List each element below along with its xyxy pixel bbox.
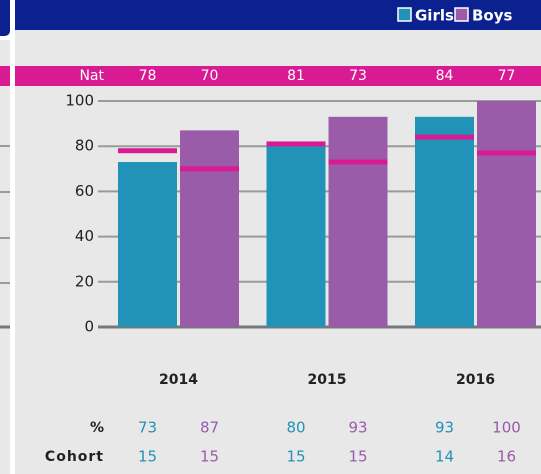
national-marker bbox=[266, 141, 326, 147]
cohort-value: 15 bbox=[286, 448, 305, 466]
national-value: 81 bbox=[287, 68, 305, 84]
cohort-label: Cohort bbox=[45, 449, 104, 465]
y-tick-label: 80 bbox=[75, 137, 94, 155]
percent-label: % bbox=[90, 420, 104, 436]
bar bbox=[477, 101, 536, 327]
national-marker bbox=[415, 134, 474, 140]
percent-value: 73 bbox=[138, 419, 157, 437]
y-tick-label: 100 bbox=[65, 92, 94, 110]
x-tick-label: 2015 bbox=[308, 372, 347, 388]
y-tick-label: 0 bbox=[84, 318, 94, 336]
y-tick-label: 40 bbox=[75, 227, 94, 245]
bar bbox=[266, 146, 326, 327]
percent-value: 100 bbox=[492, 419, 521, 437]
national-value: 70 bbox=[201, 68, 219, 84]
cohort-value: 14 bbox=[435, 448, 454, 466]
percent-value: 93 bbox=[348, 419, 367, 437]
x-tick-label: 2016 bbox=[456, 372, 495, 388]
national-value: 84 bbox=[436, 68, 454, 84]
percent-value: 87 bbox=[200, 419, 219, 437]
bar bbox=[415, 116, 474, 327]
percent-value: 80 bbox=[286, 419, 305, 437]
national-marker bbox=[328, 159, 388, 165]
side-panel-grid bbox=[0, 145, 10, 329]
legend-label: Girls bbox=[415, 7, 454, 25]
bar bbox=[328, 116, 388, 327]
side-panel-header bbox=[0, 0, 10, 36]
bar bbox=[180, 130, 239, 327]
national-marker bbox=[477, 150, 536, 156]
cohort-value: 15 bbox=[138, 448, 157, 466]
bar bbox=[118, 162, 177, 327]
y-tick-label: 20 bbox=[75, 272, 94, 290]
national-value: 73 bbox=[349, 68, 367, 84]
cohort-value: 16 bbox=[497, 448, 516, 466]
legend-label: Boys bbox=[472, 7, 513, 25]
header-bar bbox=[15, 0, 541, 30]
national-label: Nat bbox=[79, 68, 104, 84]
national-value: 77 bbox=[498, 68, 516, 84]
national-marker bbox=[180, 166, 239, 172]
x-tick-label: 2014 bbox=[159, 372, 198, 388]
legend-swatch bbox=[454, 7, 469, 22]
side-panel-band bbox=[0, 66, 10, 86]
legend-swatch bbox=[397, 7, 412, 22]
national-marker bbox=[118, 148, 177, 154]
side-panel-body bbox=[0, 40, 10, 474]
y-tick-label: 60 bbox=[75, 182, 94, 200]
national-band bbox=[15, 66, 541, 86]
cohort-value: 15 bbox=[348, 448, 367, 466]
gap bbox=[10, 0, 15, 474]
cohort-value: 15 bbox=[200, 448, 219, 466]
national-value: 78 bbox=[139, 68, 157, 84]
percent-value: 93 bbox=[435, 419, 454, 437]
